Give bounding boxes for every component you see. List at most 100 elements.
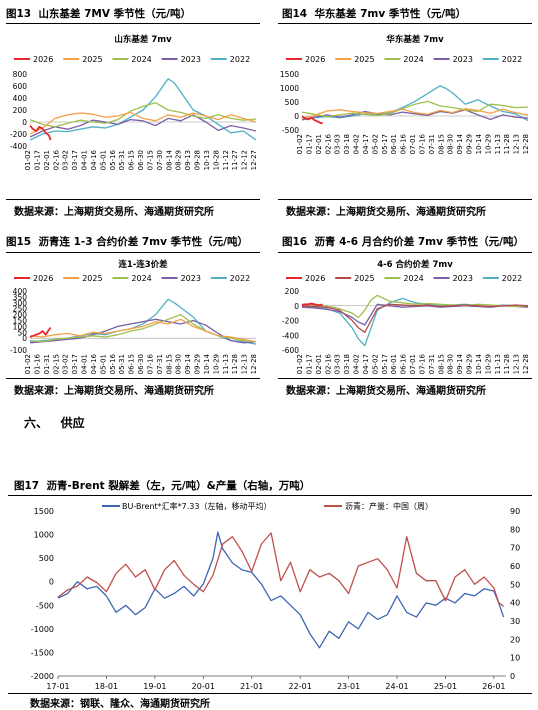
chart-spread-4-6: 4-6 合约价差 7mv 2026 2025 2024 2023 2022 -600 -400… — [282, 259, 530, 374]
series-line-2024 — [29, 102, 257, 128]
x-tick-label: 06-15 — [128, 150, 136, 170]
legend-label-2023: 2023 — [453, 55, 473, 64]
x-tick-label: 09-14 — [456, 133, 464, 154]
legend-label-2026: 2026 — [33, 55, 53, 64]
x-tick-label: 07-31 — [428, 354, 436, 374]
legend-label-2022: 2022 — [230, 274, 250, 283]
x-tick-label: 04-02 — [353, 134, 361, 154]
y-tick-label: 200 — [13, 311, 28, 320]
series-line-2023 — [29, 114, 257, 138]
x-tick-label: 12-12 — [241, 150, 249, 170]
x-tick-label: 10-28 — [212, 150, 220, 170]
series-line-crack-spread — [57, 531, 505, 649]
legend-label-2024: 2024 — [131, 55, 151, 64]
series-line-2025 — [301, 303, 529, 333]
fig17-source: 数据来源：钢联、隆众、海通期货研究所 — [30, 699, 210, 710]
legend-label-2024: 2024 — [131, 274, 151, 283]
y2-tick-label: 20 — [510, 635, 520, 644]
fig17-title-rule — [8, 495, 532, 496]
x-tick-label: 01-16 — [33, 353, 41, 374]
legend-label-crack-spread: BU-Brent*汇率*7.33（左轴，移动平均） — [122, 501, 272, 511]
x-tick-label: 06-30 — [137, 354, 145, 374]
fig16-title-rule — [278, 252, 532, 253]
fig17-label: 图17 — [14, 480, 40, 492]
x-tick-label: 11-27 — [231, 150, 239, 170]
x-tick-label: 09-29 — [466, 354, 474, 374]
y-tick-label: 50 — [17, 328, 27, 337]
x-tick-label: 12-27 — [250, 150, 258, 170]
x-tick-label: 12-13 — [241, 354, 249, 374]
x-tick-label: 09-14 — [184, 353, 192, 374]
y-tick-label: 0 — [294, 112, 299, 121]
y2-tick-label: 0 — [510, 672, 515, 681]
fig17-title: 图17 沥青-Brent 裂解差（左，元/吨）&产量（右轴，万吨） — [14, 478, 310, 493]
x-tick-label: 01-02 — [24, 150, 32, 170]
x-tick-label: 06-15 — [128, 354, 136, 374]
legend-label-2025: 2025 — [82, 55, 102, 64]
section-number: 六、 — [24, 416, 49, 430]
x-tick-label: 07-16 — [146, 353, 154, 374]
x-tick-label: 06-16 — [400, 133, 408, 154]
x-tick-label: 03-03 — [334, 134, 342, 154]
legend-label-2025: 2025 — [82, 274, 102, 283]
series-line-2023 — [29, 318, 257, 344]
x-tick-label: 04-16 — [90, 149, 98, 170]
x-tick-label: 12-28 — [522, 134, 530, 154]
fig15-label: 图15 — [6, 236, 32, 248]
x-tick-label: 06-01 — [390, 134, 398, 154]
fig14-title: 图14 华东基差 7mv 季节性（元/吨） — [282, 6, 466, 21]
x-tick-label: 04-01 — [81, 150, 89, 170]
y-tick-label: 350 — [13, 293, 28, 302]
fig16-source: 数据来源：上海期货交易所、海通期货研究所 — [286, 386, 486, 397]
chart-east-china-basis: 华东基差 7mv 2026 2025 2024 2023 2022 -500 0 500 1000… — [280, 34, 530, 154]
x-tick-label: 01-02 — [296, 354, 304, 374]
x-tick-label: 03-02 — [62, 354, 70, 374]
x-tick-label: 24-01 — [385, 682, 408, 691]
y-tick-label: 1000 — [280, 84, 299, 93]
chart-shandong-basis: 山东基差 7mv 2026 2025 2024 2023 2022 -400 -200 0 200… — [10, 34, 258, 170]
series-line-2026 — [301, 302, 324, 306]
y-tick-label: 0 — [22, 334, 27, 343]
y-tick-label: -400 — [10, 142, 27, 151]
legend-label-2025: 2025 — [354, 274, 374, 283]
x-tick-label: 01-31 — [43, 354, 51, 374]
x-tick-label: 05-17 — [381, 134, 389, 154]
x-tick-label: 11-13 — [494, 134, 502, 154]
x-tick-label: 12-13 — [513, 354, 521, 374]
x-tick-label: 07-01 — [409, 354, 417, 374]
x-tick-label: 08-30 — [447, 134, 455, 154]
y-tick-label: 0 — [294, 302, 299, 311]
y2-tick-label: 70 — [510, 544, 520, 553]
x-tick-label: 02-16 — [52, 149, 60, 170]
fig16-title: 图16 沥青 4-6 月合约价差 7mv 季节性（元/吨） — [282, 234, 524, 249]
x-tick-label: 05-02 — [371, 354, 379, 374]
x-tick-label: 07-15 — [146, 150, 154, 170]
fig16-title-text: 沥青 4-6 月合约价差 7mv 季节性（元/吨） — [314, 236, 524, 248]
legend-label-2026: 2026 — [305, 55, 325, 64]
x-tick-label: 04-17 — [362, 354, 370, 374]
x-tick-label: 20-01 — [192, 682, 215, 691]
y-tick-label: 1500 — [280, 70, 299, 79]
fig14-title-rule — [278, 23, 532, 24]
section-title: 供应 — [60, 416, 85, 430]
x-tick-label: 08-14 — [165, 149, 173, 170]
y-tick-label: 100 — [13, 322, 28, 331]
y-tick-label: 300 — [13, 299, 28, 308]
x-tick-label: 10-14 — [203, 353, 211, 374]
y-tick-label: 250 — [13, 305, 28, 314]
x-tick-label: 04-16 — [90, 353, 98, 374]
y-tick-label: 500 — [39, 554, 54, 563]
y-tick-label: 150 — [13, 317, 28, 326]
series-line-2025 — [29, 111, 257, 135]
y-tick-label: 800 — [13, 70, 28, 79]
y-tick-label: -600 — [282, 346, 299, 355]
x-tick-label: 11-28 — [503, 354, 511, 374]
legend-label-2026: 2026 — [33, 274, 53, 283]
x-tick-label: 03-02 — [62, 150, 70, 170]
series-line-output — [57, 532, 504, 607]
x-tick-label: 10-29 — [484, 134, 492, 154]
fig14-title-text: 华东基差 7mv 季节性（元/吨） — [314, 8, 467, 20]
x-tick-label: 05-31 — [118, 150, 126, 170]
x-tick-label: 25-01 — [434, 682, 457, 691]
fig13-source: 数据来源：上海期货交易所、海通期货研究所 — [14, 207, 214, 218]
